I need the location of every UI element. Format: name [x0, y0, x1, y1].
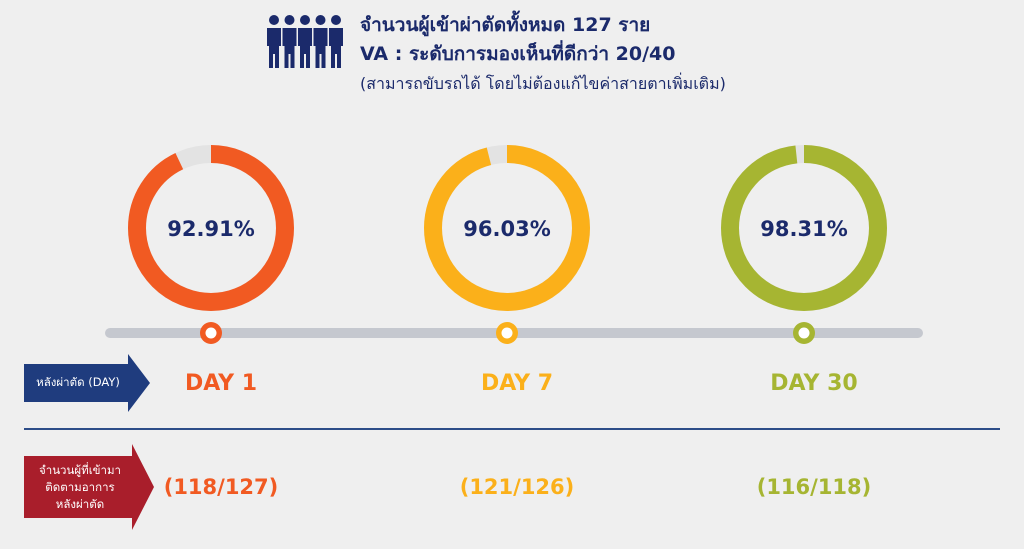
after-surgery-day-label: หลังผ่าตัด (DAY): [36, 375, 120, 389]
timeline-marker-inner-1: [205, 327, 217, 339]
followup-label-line-1: จำนวนผู้ที่เข้ามา: [39, 462, 121, 477]
timeline-marker-inner-2: [501, 327, 513, 339]
day-label-3: DAY 30: [770, 371, 857, 396]
followup-label-line-2: ติดตามอาการ: [45, 479, 115, 494]
header-note: (สามารถขับรถได้ โดยไม่ต้องแก้ไขค่าสายตาเ…: [360, 74, 726, 93]
donut-percent-label-2: 96.03%: [463, 217, 550, 241]
donut-arc-2: [424, 145, 590, 311]
followup-count-label: จำนวนผู้ที่เข้ามา ติดตามอาการ หลังผ่าตัด: [24, 462, 144, 513]
count-label-1: (118/127): [164, 475, 279, 499]
donut-percent-label-3: 98.31%: [760, 217, 847, 241]
day-label-1: DAY 1: [185, 371, 257, 396]
header-total-patients: จำนวนผู้เข้าผ่าตัดทั้งหมด 127 ราย: [360, 14, 651, 36]
timeline-marker-inner-3: [798, 327, 810, 339]
count-label-2: (121/126): [460, 475, 575, 499]
donut-arc-1: [128, 145, 294, 311]
after-surgery-day-tag: หลังผ่าตัด (DAY): [24, 354, 150, 412]
followup-label-line-3: หลังผ่าตัด: [55, 496, 105, 511]
followup-count-tag: จำนวนผู้ที่เข้ามา ติดตามอาการ หลังผ่าตัด: [24, 444, 154, 530]
people-group-icon: [267, 15, 343, 68]
donut-arc-3: [721, 145, 887, 311]
day-label-2: DAY 7: [481, 371, 553, 396]
divider: [24, 428, 1000, 430]
header: จำนวนผู้เข้าผ่าตัดทั้งหมด 127 ราย VA : ร…: [0, 0, 1024, 100]
header-va-criteria: VA : ระดับการมองเห็นที่ดีกว่า 20/40: [360, 43, 676, 65]
count-label-3: (116/118): [757, 475, 872, 499]
donut-percent-label-1: 92.91%: [167, 217, 254, 241]
